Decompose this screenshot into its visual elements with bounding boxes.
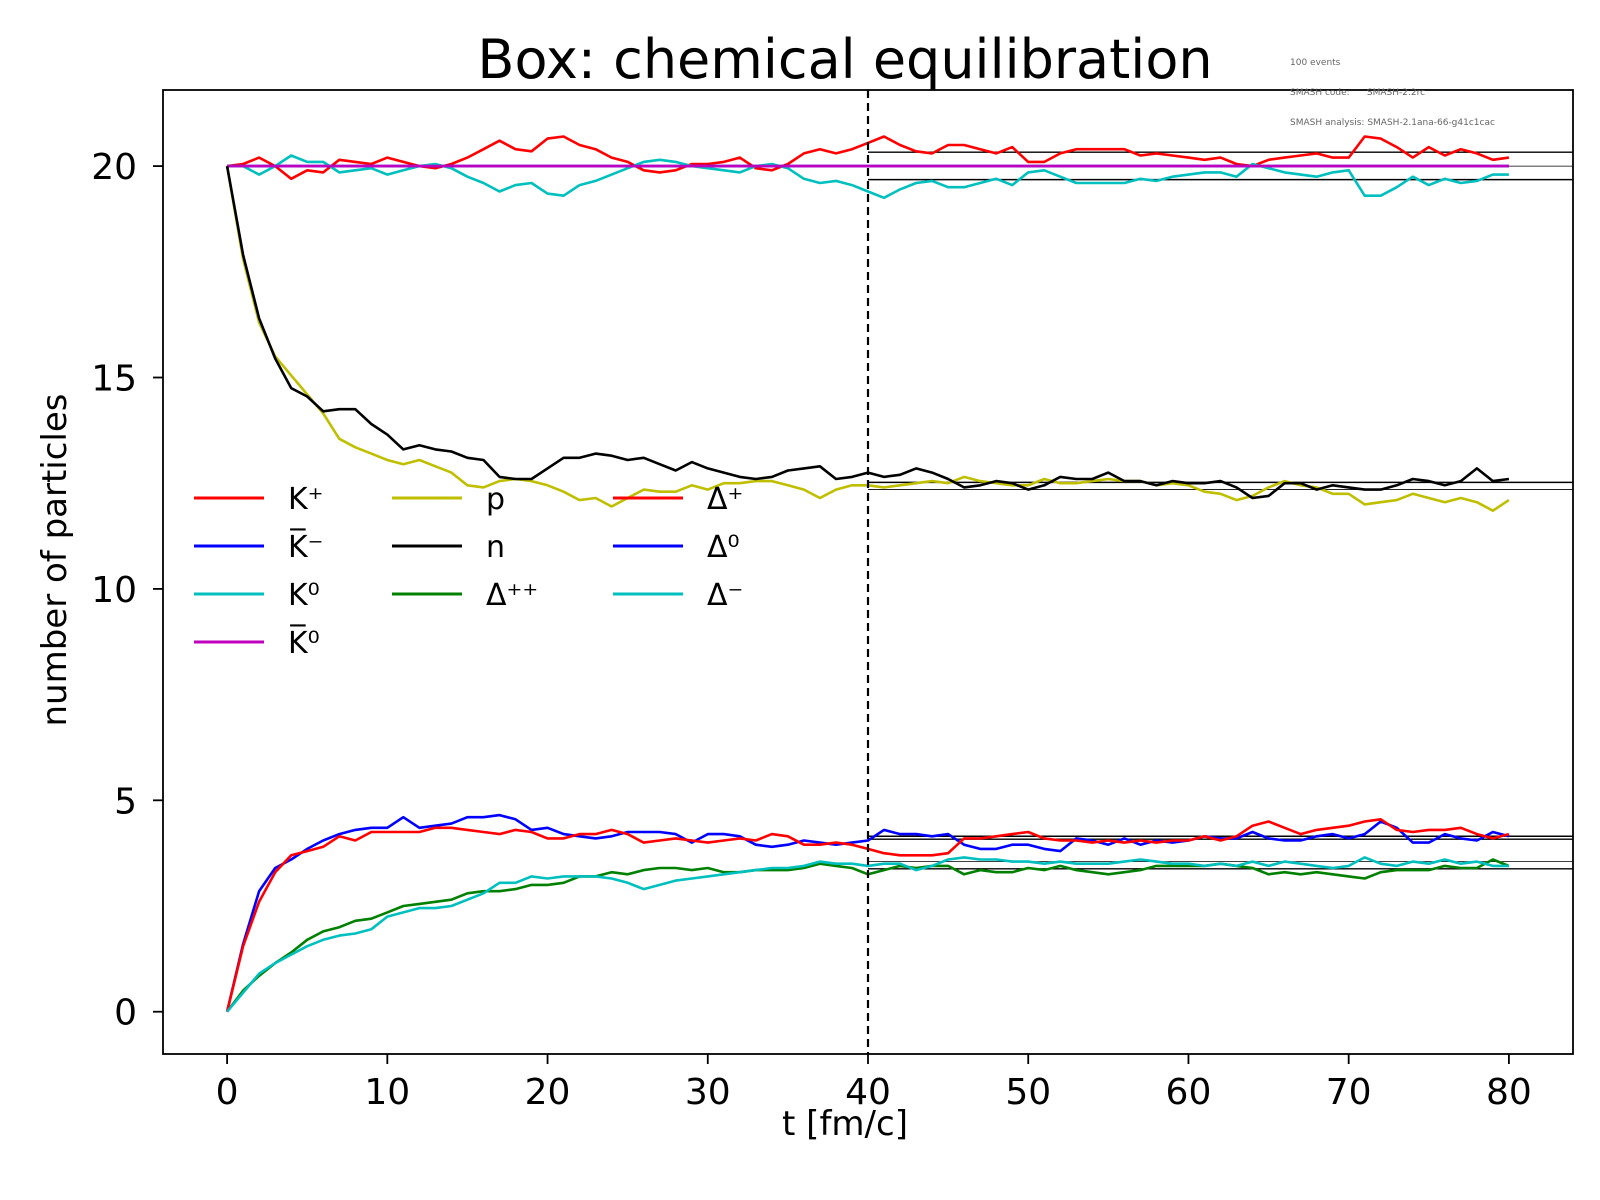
y-axis: 0 5 10 15 20 <box>91 147 163 1034</box>
y-tick-label: 15 <box>91 359 137 400</box>
legend-label: K⁺ <box>288 482 324 517</box>
y-tick-label: 0 <box>114 993 137 1034</box>
y-tick-label: 10 <box>91 570 137 611</box>
x-tick-label: 50 <box>1005 1072 1051 1113</box>
legend-label: Δ⁺ <box>707 482 743 517</box>
legend-label: K̅⁻ <box>288 528 324 565</box>
plot-area <box>162 89 1574 1055</box>
legend-entry: K⁺ <box>194 482 324 517</box>
legend-entry: n <box>392 530 505 565</box>
legend-entry: K̅⁻ <box>194 528 324 565</box>
series-line-9 <box>226 856 1509 1013</box>
legend-label: K⁰ <box>288 578 320 613</box>
legend-label: Δ⁻ <box>707 578 743 613</box>
x-tick-label: 40 <box>845 1072 891 1113</box>
y-tick-label: 20 <box>91 147 137 188</box>
chart-title: Box: chemical equilibration <box>477 28 1212 91</box>
events-count: 100 events <box>1290 58 1341 68</box>
analysis-version: SMASH analysis: SMASH-2.1ana-66-g41c1cac <box>1290 118 1495 128</box>
legend-entry: p <box>392 482 505 517</box>
legend-entry: Δ⁺ <box>613 482 743 517</box>
legend-label: Δ⁺⁺ <box>486 578 538 613</box>
x-axis: 0 10 20 30 40 50 60 70 80 <box>216 1054 1532 1113</box>
y-tick-label: 5 <box>114 781 137 822</box>
legend-entry: K⁰ <box>194 578 320 613</box>
legend-entry: K̅⁰ <box>194 624 320 661</box>
legend-entry: Δ⁻ <box>613 578 743 613</box>
x-axis-label: t [fm/c] <box>782 1104 908 1144</box>
x-tick-label: 60 <box>1166 1072 1212 1113</box>
legend-entry: Δ⁰ <box>613 530 740 565</box>
x-tick-label: 10 <box>364 1072 410 1113</box>
legend: K⁺ K̅⁻ K⁰ K̅⁰ pn Δ⁺⁺ Δ⁺ Δ⁰ Δ⁻ <box>194 482 743 661</box>
legend-label: Δ⁰ <box>707 530 740 565</box>
code-version: SMASH code: SMASH-2.2rc <box>1290 88 1426 98</box>
x-tick-label: 20 <box>525 1072 571 1113</box>
legend-label: p <box>486 482 505 517</box>
x-tick-label: 0 <box>216 1072 239 1113</box>
series-line-7 <box>225 813 1510 1012</box>
legend-label: n <box>486 530 505 565</box>
x-tick-label: 30 <box>685 1072 731 1113</box>
smash-metadata: 100 events SMASH code: SMASH-2.2rc SMASH… <box>1290 38 1495 138</box>
x-tick-label: 70 <box>1326 1072 1372 1113</box>
x-tick-label: 80 <box>1486 1072 1532 1113</box>
legend-entry: Δ⁺⁺ <box>392 578 538 613</box>
y-axis-label: number of particles <box>35 393 75 726</box>
legend-label: K̅⁰ <box>288 624 320 661</box>
